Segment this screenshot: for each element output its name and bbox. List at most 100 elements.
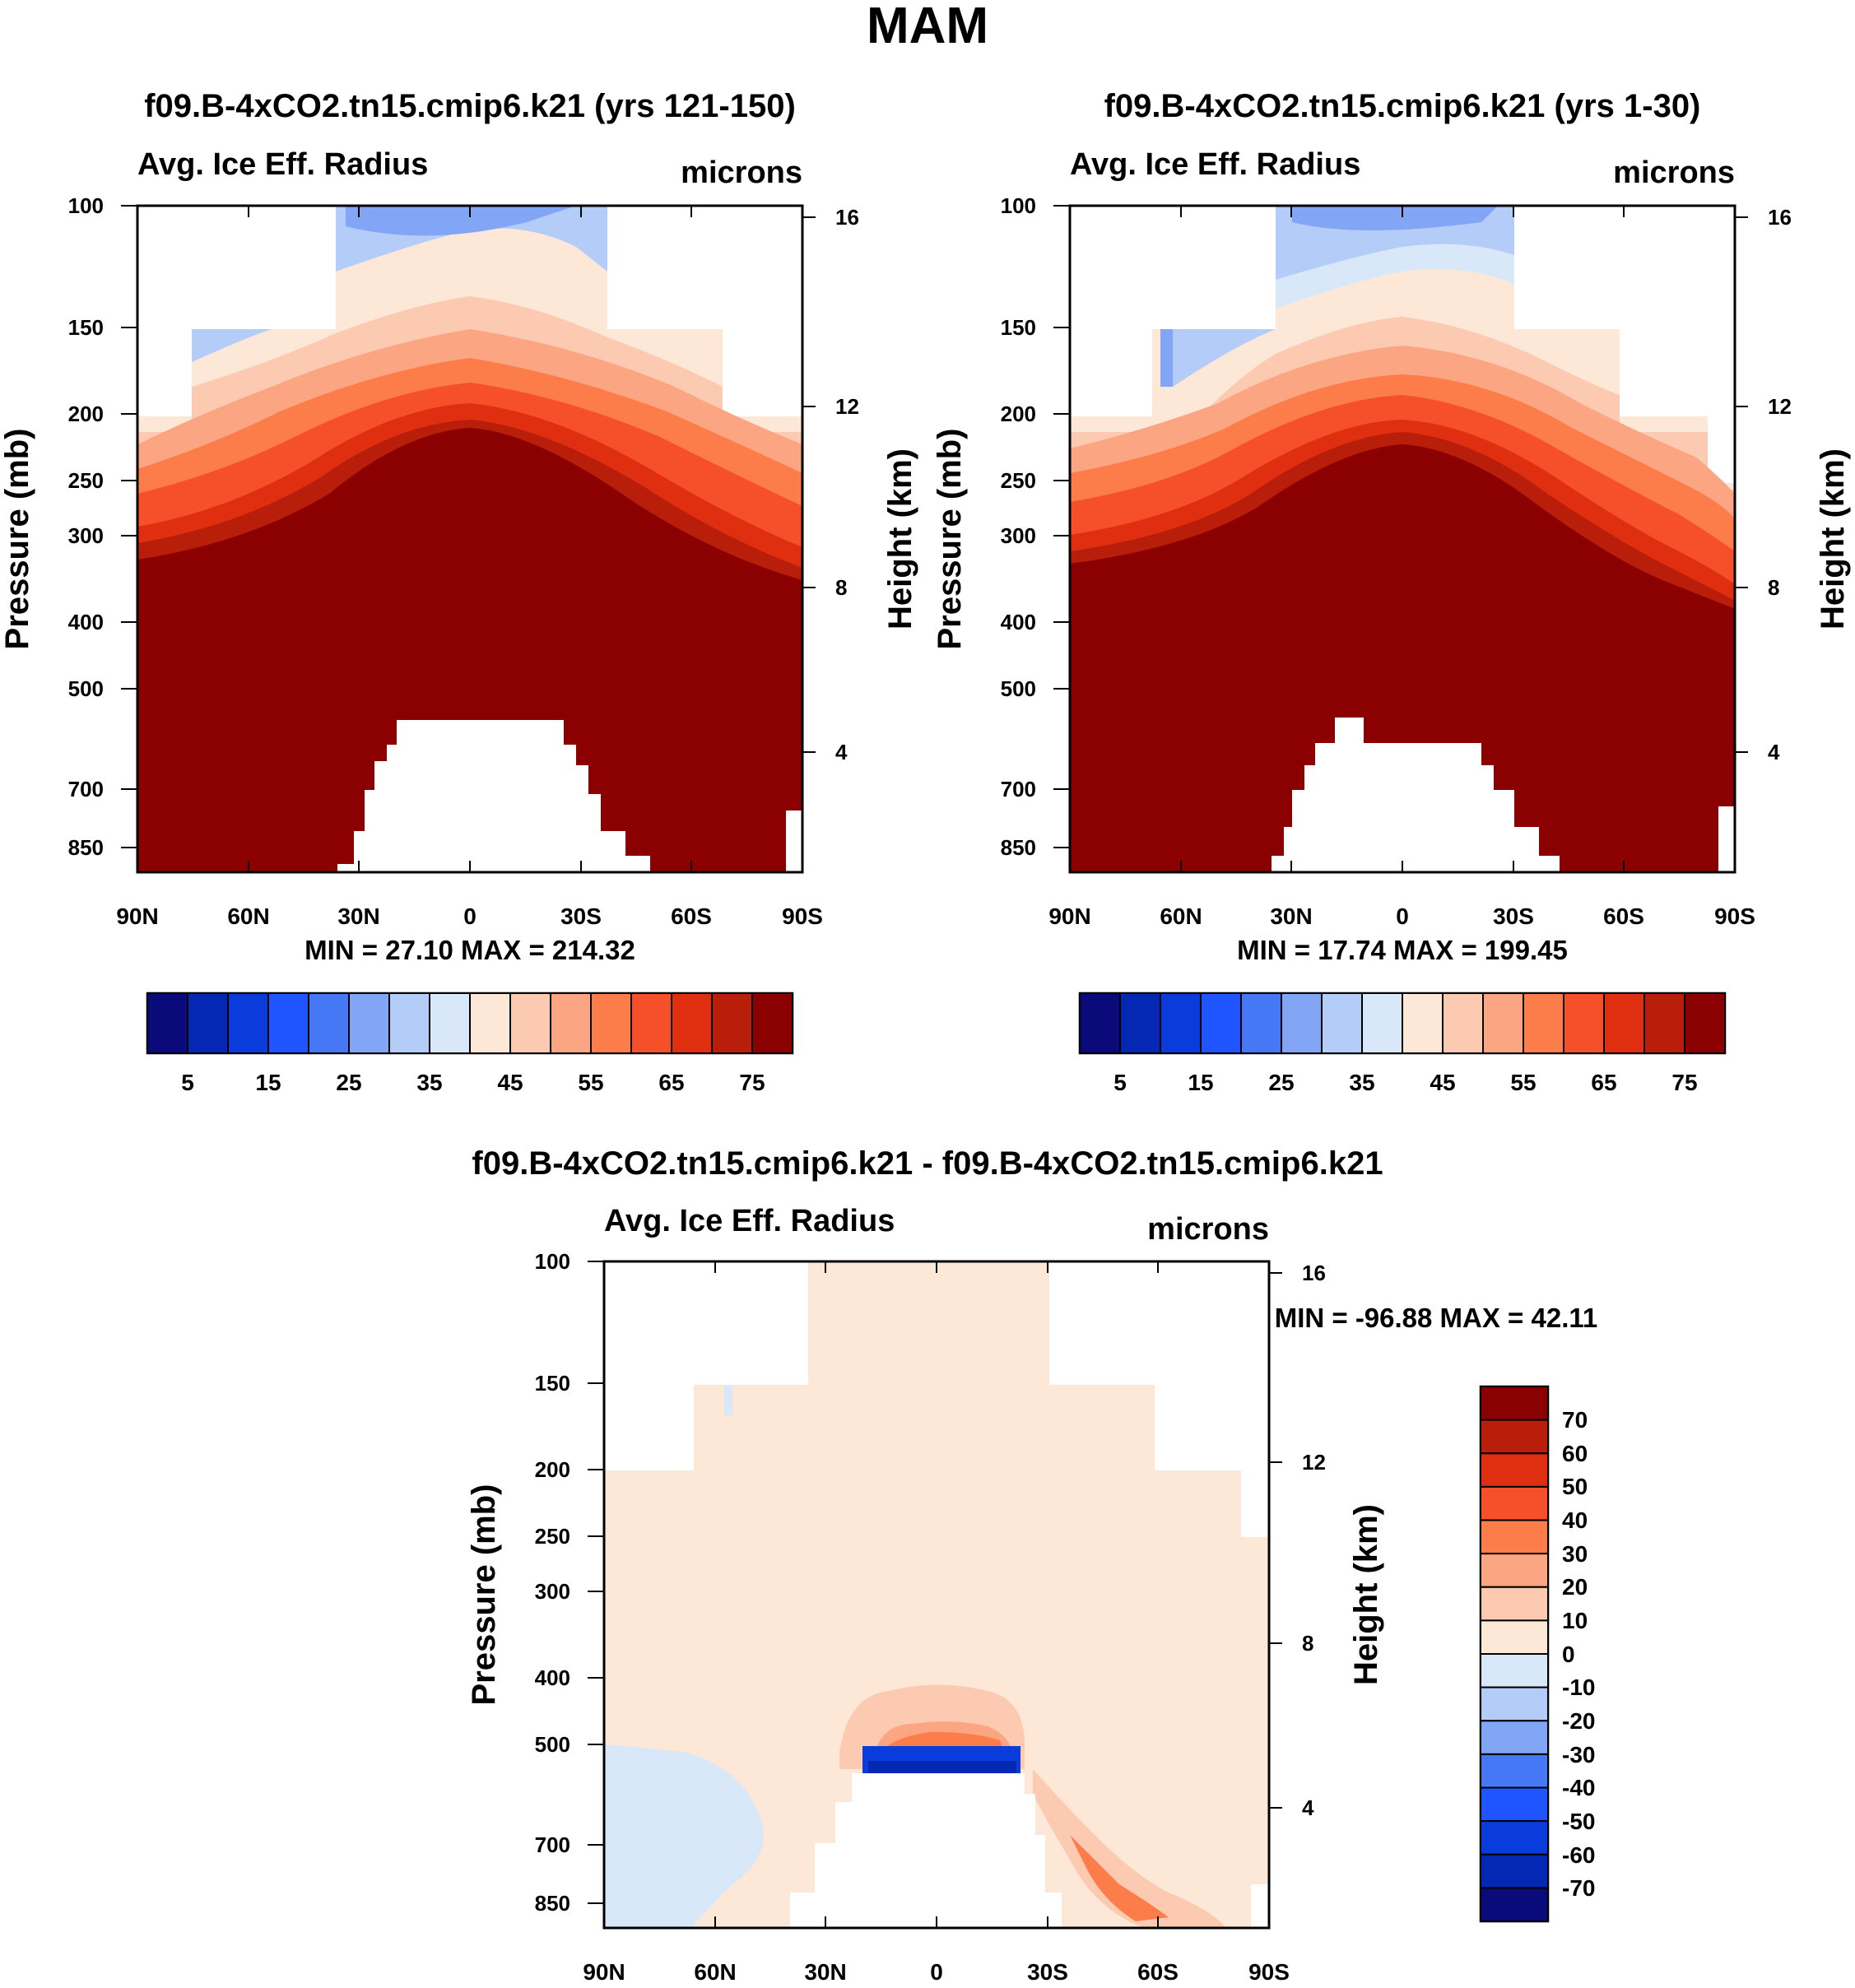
y-axis-label: Pressure (mb) <box>466 1484 502 1706</box>
colorbar-swatch <box>227 992 269 1054</box>
colorbar-swatch <box>1480 1386 1549 1421</box>
y-ticks-pressure: 100 150 200 250 300 400 500 700 850 <box>535 1249 604 1916</box>
panel-title: f09.B-4xCO2.tn15.cmip6.k21 (yrs 121-150) <box>144 88 796 124</box>
y-tick-label: 500 <box>68 676 104 701</box>
colorbar-swatch <box>1480 1653 1549 1688</box>
colorbar-swatch <box>1402 992 1444 1054</box>
x-tick-label: 60N <box>227 903 269 929</box>
y-right-tick-label: 4 <box>1302 1795 1314 1820</box>
colorbar-swatch <box>711 992 753 1054</box>
colorbar: 5 15 25 35 45 55 65 75 <box>1078 992 1727 1095</box>
colorbar-label: 10 <box>1562 1608 1588 1633</box>
colorbar-swatch <box>1160 992 1202 1054</box>
y-tick-label: 700 <box>68 777 104 801</box>
colorbar-label: -20 <box>1562 1708 1595 1734</box>
band-max <box>137 428 802 872</box>
colorbar-label: 20 <box>1562 1574 1588 1600</box>
y-right-tick-label: 4 <box>835 740 848 764</box>
colorbar-swatch <box>1563 992 1605 1054</box>
colorbar-swatch <box>751 992 793 1054</box>
colorbar-swatch <box>1643 992 1685 1054</box>
colorbar-swatch <box>1684 992 1726 1054</box>
units-label: microns <box>1147 1212 1269 1247</box>
y-right-tick-label: 12 <box>835 394 859 419</box>
x-tick-label: 0 <box>1396 903 1409 929</box>
colorbar-swatch <box>1480 1753 1549 1789</box>
colorbar-swatch <box>469 992 511 1054</box>
colorbar-label: 60 <box>1562 1441 1588 1466</box>
colorbar-label: 75 <box>739 1070 765 1095</box>
band-nh-blue-top <box>724 1385 732 1415</box>
y-right-tick-label: 12 <box>1768 394 1792 419</box>
colorbar-label: 5 <box>181 1070 194 1095</box>
colorbar-swatch <box>1480 1619 1549 1656</box>
y-tick-label: 400 <box>68 610 104 634</box>
panel-title: f09.B-4xCO2.tn15.cmip6.k21 (yrs 1-30) <box>1104 88 1701 124</box>
x-ticks: 90N 60N 30N 0 30S 60S 90S <box>583 1261 1290 1985</box>
y-tick-label: 400 <box>535 1665 570 1690</box>
colorbar-label: 35 <box>416 1070 442 1095</box>
x-tick-label: 90S <box>1248 1959 1290 1985</box>
x-tick-label: 90S <box>1714 903 1755 929</box>
x-tick-label: 30S <box>560 903 602 929</box>
missing-south-edge <box>1251 1884 1269 1928</box>
y-right-axis-label: Height (km) <box>1348 1504 1384 1685</box>
colorbar-swatch <box>1200 992 1242 1054</box>
colorbar: 5 15 25 35 45 55 65 75 <box>146 992 794 1095</box>
colorbar-swatch <box>308 992 350 1054</box>
colorbar-swatch <box>1079 992 1121 1054</box>
contour-field <box>1070 206 1735 872</box>
y-tick-label: 100 <box>1001 193 1036 218</box>
y-tick-label: 200 <box>535 1457 570 1482</box>
colorbar-swatch <box>1480 1686 1549 1722</box>
colorbar-label: 25 <box>336 1070 361 1095</box>
variable-label: Avg. Ice Eff. Radius <box>1070 147 1360 182</box>
contour-field <box>137 206 802 872</box>
x-tick-label: 30N <box>804 1959 846 1985</box>
y-tick-label: 850 <box>68 835 104 860</box>
y-right-tick-label: 8 <box>1302 1631 1313 1656</box>
colorbar-label: 45 <box>1430 1070 1455 1095</box>
colorbar-swatch <box>1281 992 1323 1054</box>
x-tick-label: 0 <box>463 903 477 929</box>
colorbar-label: 30 <box>1562 1541 1588 1567</box>
colorbar: 70 60 50 40 30 20 10 0 -10 -20 -30 -40 -… <box>1479 1385 1595 1923</box>
colorbar-label: 70 <box>1562 1407 1588 1433</box>
x-tick-label: 60N <box>694 1959 736 1985</box>
colorbar-swatch <box>1321 992 1363 1054</box>
colorbar-label: 65 <box>658 1070 684 1095</box>
x-tick-label: 30N <box>337 903 379 929</box>
colorbar-label: -70 <box>1562 1875 1595 1901</box>
y-tick-label: 200 <box>1001 402 1036 426</box>
colorbar-label: 50 <box>1562 1474 1588 1499</box>
colorbar-swatch <box>1480 1485 1549 1521</box>
x-tick-label: 30N <box>1270 903 1312 929</box>
panel-2: f09.B-4xCO2.tn15.cmip6.k21 (yrs 1-30) Av… <box>932 88 1851 1095</box>
min-max-readout: MIN = -96.88 MAX = 42.11 <box>1275 1303 1598 1333</box>
y-right-tick-label: 8 <box>1768 575 1779 600</box>
x-tick-label: 30S <box>1493 903 1534 929</box>
y-tick-label: 300 <box>68 523 104 548</box>
y-tick-label: 300 <box>535 1579 570 1604</box>
y-tick-label: 100 <box>68 193 104 218</box>
y-tick-label: 150 <box>68 315 104 340</box>
colorbar-swatch <box>1442 992 1484 1054</box>
band-nh-blue <box>192 329 272 362</box>
y-tick-label: 850 <box>535 1891 570 1916</box>
colorbar-swatch <box>550 992 592 1054</box>
colorbar-swatch <box>1482 992 1524 1054</box>
y-right-tick-label: 12 <box>1302 1450 1326 1475</box>
missing-topography <box>337 720 650 872</box>
y-tick-label: 150 <box>535 1371 570 1396</box>
colorbar-label: 65 <box>1591 1070 1616 1095</box>
colorbar-swatch <box>1480 1452 1549 1488</box>
y-ticks-height: 16 12 8 4 <box>1735 205 1792 764</box>
colorbar-swatch <box>671 992 713 1054</box>
x-tick-label: 60S <box>671 903 712 929</box>
colorbar-swatch <box>267 992 309 1054</box>
y-right-tick-label: 16 <box>1302 1261 1326 1285</box>
colorbar-label: 55 <box>578 1070 603 1095</box>
y-right-tick-label: 16 <box>1768 205 1792 230</box>
y-tick-label: 300 <box>1001 523 1036 548</box>
